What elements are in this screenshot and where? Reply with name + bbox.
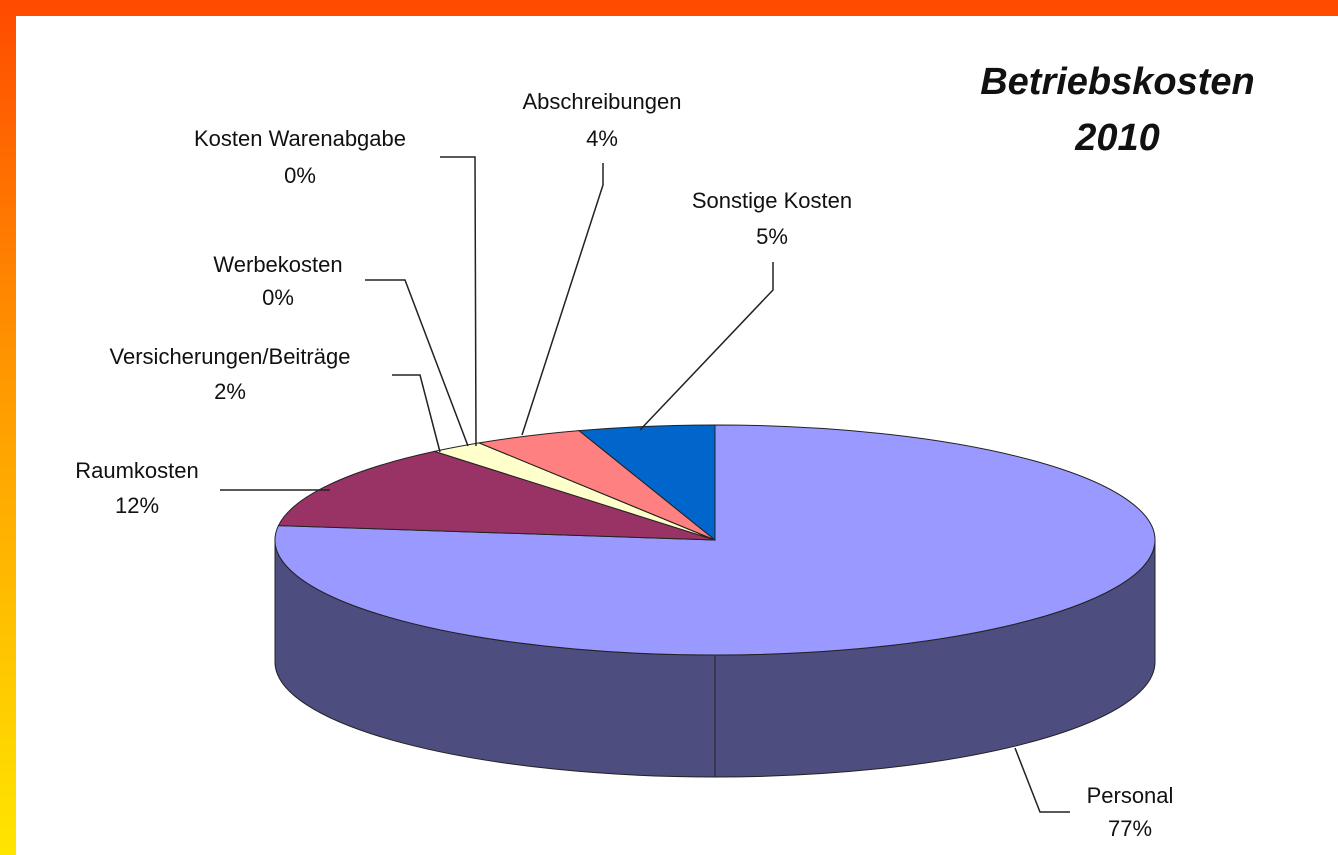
pie-slice [577, 424, 716, 542]
slice-label: Werbekosten [213, 252, 342, 277]
leader-line [365, 279, 469, 447]
slice-value-label: 5% [756, 224, 788, 249]
slice-label: Versicherungen/Beiträge [110, 344, 351, 369]
slice-value-label: 2% [214, 379, 246, 404]
leader-line [440, 156, 477, 447]
pie-slice [277, 450, 716, 541]
slice-label: Raumkosten [75, 458, 199, 483]
leader-line [639, 262, 774, 431]
leader-line [392, 374, 441, 453]
slice-value-label: 0% [284, 163, 316, 188]
leader-line [1014, 747, 1070, 813]
slice-label: Sonstige Kosten [692, 188, 852, 213]
slice-value-label: 12% [115, 493, 159, 518]
slice-label: Kosten Warenabgabe [194, 126, 406, 151]
leader-line [521, 163, 604, 436]
slice-label: Abschreibungen [522, 89, 681, 114]
slice-value-label: 77% [1108, 816, 1152, 841]
slice-label: Personal [1087, 783, 1174, 808]
chart-title: Betriebskosten 2010 [980, 61, 1255, 159]
pie-slice [274, 424, 1156, 656]
slice-value-label: 4% [586, 126, 618, 151]
slice-value-label: 0% [262, 285, 294, 310]
